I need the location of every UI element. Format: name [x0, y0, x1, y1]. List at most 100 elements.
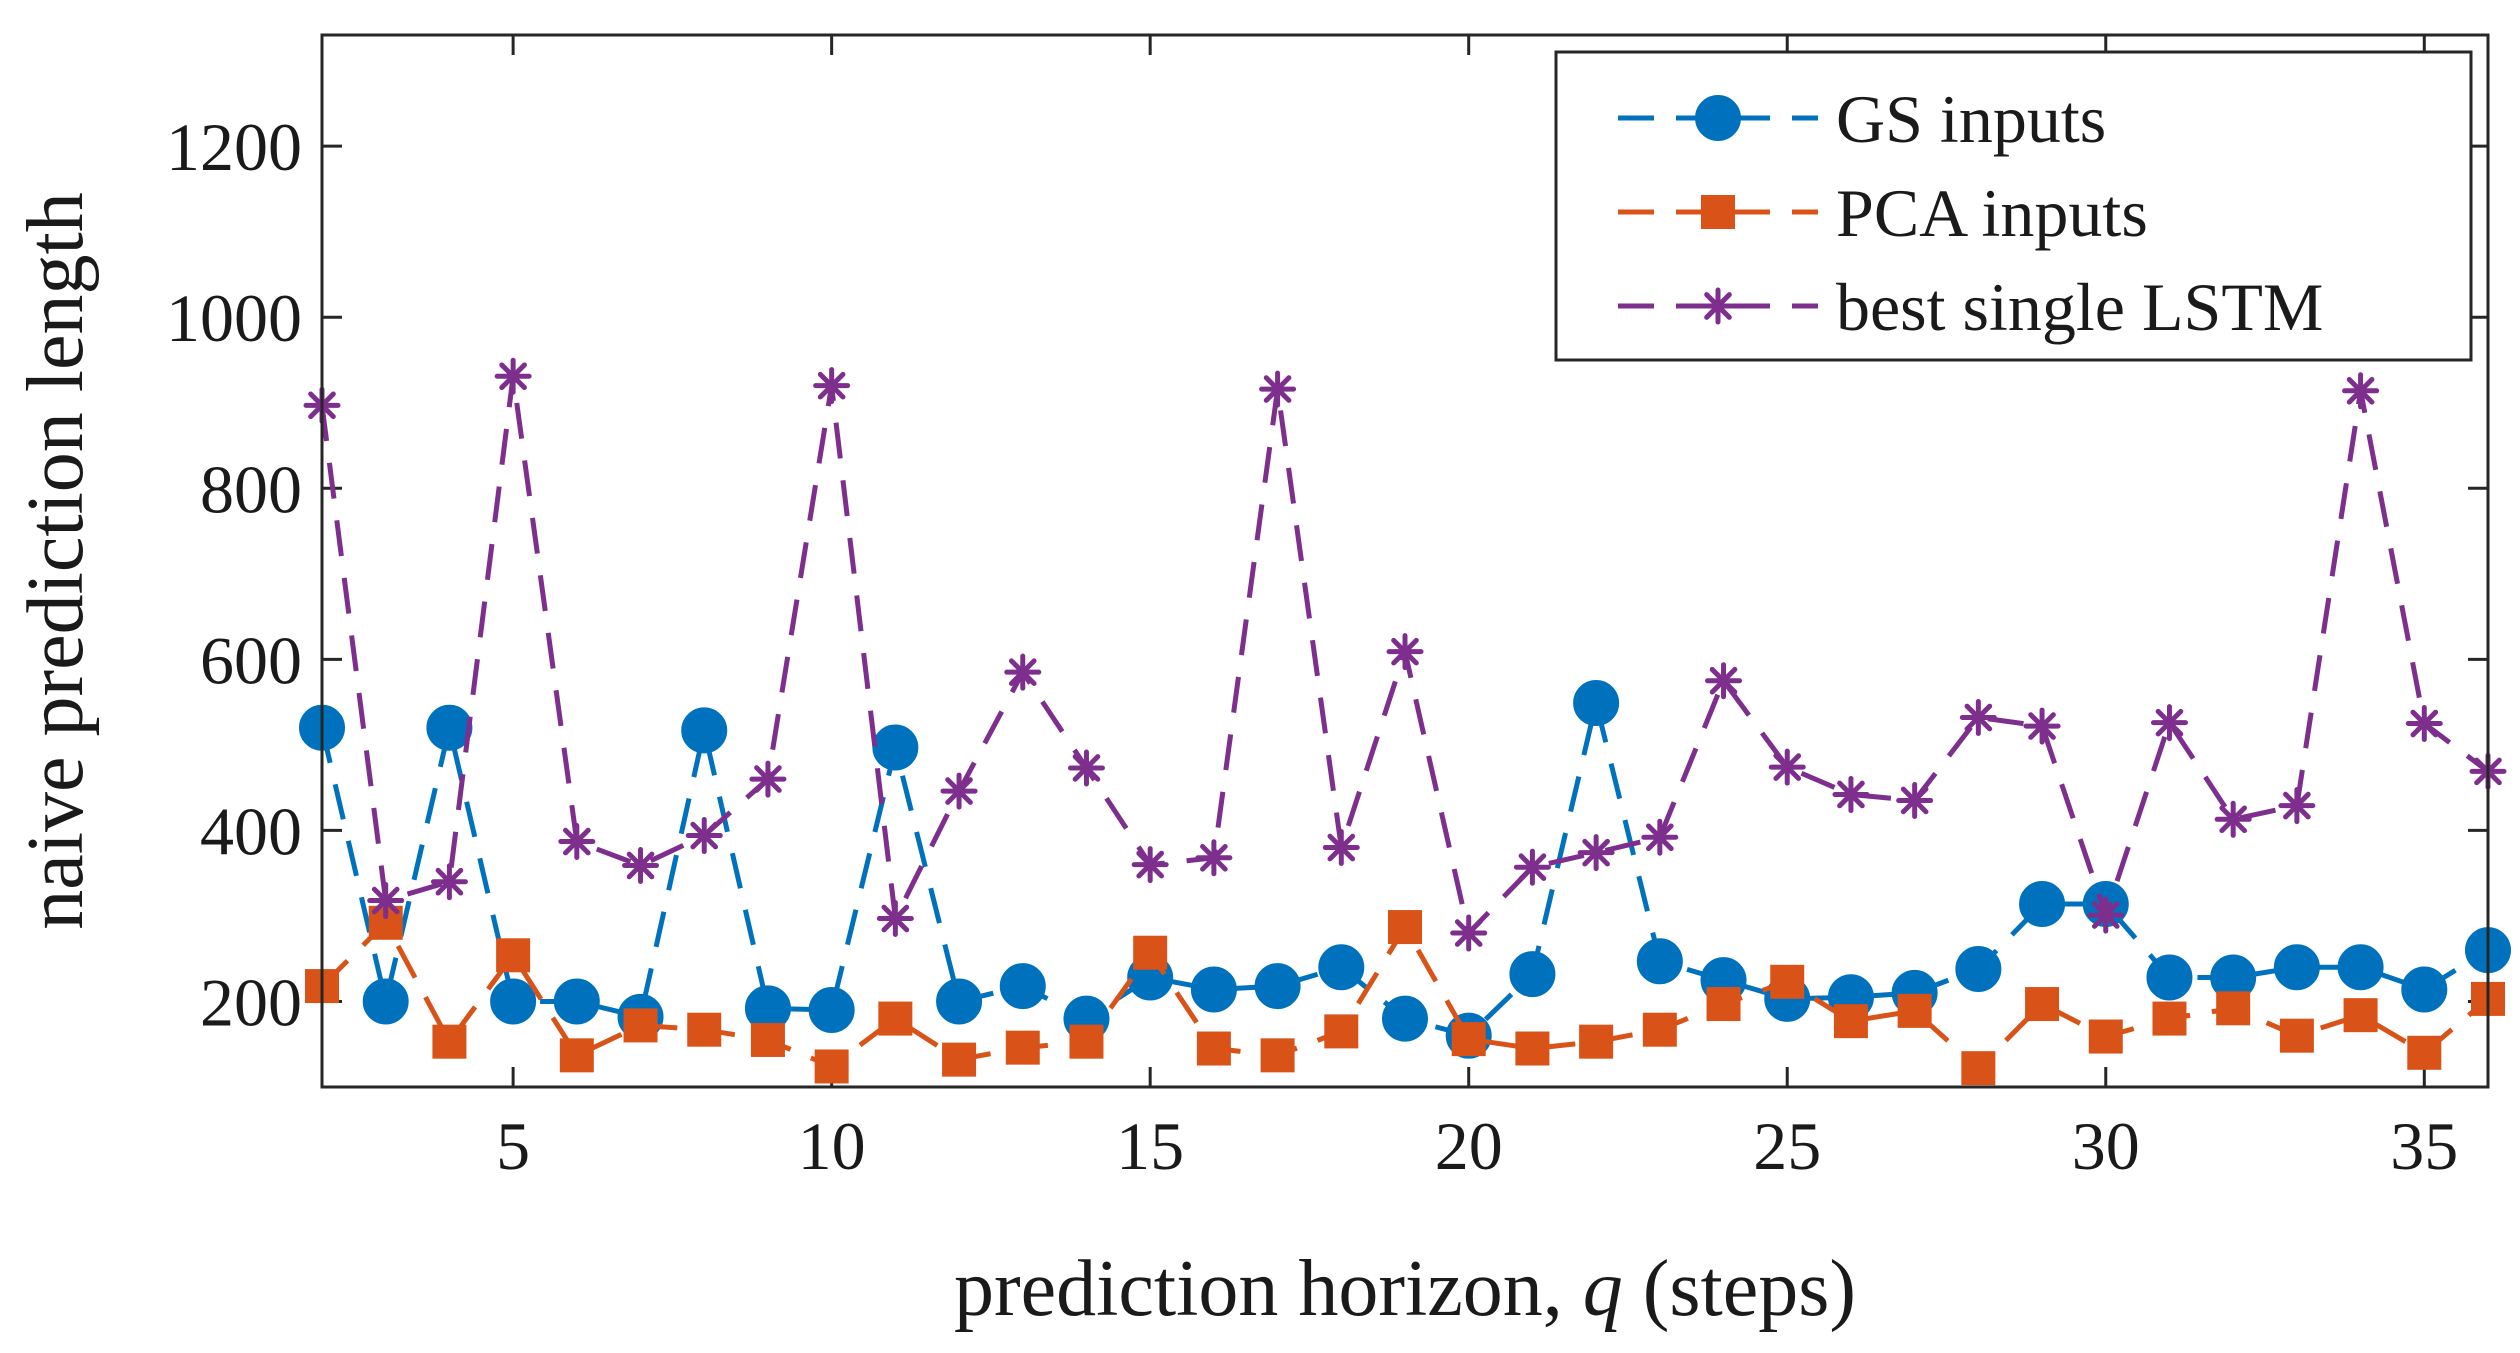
best-single-lstm-point [1577, 834, 1615, 872]
best-single-lstm-point [1513, 848, 1551, 886]
gs-inputs-point [936, 978, 983, 1025]
pca-inputs-point [1388, 910, 1422, 945]
pca-inputs-point [814, 1049, 849, 1084]
pca-inputs-point [1897, 993, 1932, 1028]
best-single-lstm-point [749, 760, 787, 798]
best-single-lstm-point [1259, 370, 1297, 408]
best-single-lstm-point [367, 882, 405, 920]
pca-inputs-point [2216, 991, 2251, 1026]
pca-inputs-point [2088, 1019, 2123, 1054]
pca-inputs-point [687, 1012, 722, 1047]
gs-inputs-point [1190, 966, 1237, 1013]
best-single-lstm-point [622, 846, 660, 884]
x-tick-label: 25 [1753, 1108, 1821, 1184]
best-single-lstm-point [940, 772, 978, 810]
best-single-lstm-point [1386, 633, 1424, 671]
gs-inputs-point [2273, 944, 2320, 991]
gs-inputs-point [553, 978, 600, 1025]
pca-inputs-point [432, 1024, 467, 1059]
gs-inputs-point [1636, 938, 1683, 985]
x-tick-label: 10 [798, 1108, 866, 1184]
best-single-lstm-point [1896, 781, 1934, 819]
y-tick-label: 200 [200, 964, 302, 1040]
pca-inputs-point [1770, 964, 1805, 999]
gs-inputs-point [426, 704, 473, 751]
best-single-lstm-point [1768, 748, 1806, 786]
gs-inputs-point [1573, 679, 1620, 726]
y-axis-label: naive prediction length [12, 192, 100, 930]
pca-inputs-point [1833, 1004, 1868, 1039]
legend-entry-gs-inputs: GS inputs [1618, 81, 2106, 157]
best-single-lstm-point [1322, 829, 1360, 867]
best-single-lstm-point [1195, 839, 1233, 877]
best-single-lstm-point [558, 823, 596, 861]
legend-pca-inputs-point [1701, 195, 1735, 229]
pca-inputs-point [1133, 935, 1168, 970]
pca-inputs-point [1579, 1024, 1614, 1059]
best-single-lstm-point [1004, 653, 1042, 691]
best-single-lstm-point [1959, 699, 1997, 737]
y-tick-label: 400 [200, 793, 302, 869]
gs-inputs-point [2146, 954, 2193, 1001]
pca-inputs-point [1706, 987, 1741, 1022]
gs-inputs-point [490, 978, 537, 1025]
pca-inputs-point [1451, 1022, 1486, 1057]
gs-inputs-point [872, 724, 919, 771]
y-tick-label: 800 [200, 451, 302, 527]
x-axis-label: prediction horizon, q (steps) [954, 1245, 1856, 1333]
pca-inputs-point [1515, 1031, 1550, 1066]
best-single-lstm-point [430, 863, 468, 901]
gs-inputs-point [999, 963, 1046, 1010]
best-single-lstm-point [1131, 846, 1169, 884]
legend-label: best single LSTM [1836, 269, 2323, 345]
best-single-lstm-point [494, 357, 532, 395]
best-single-lstm-point [1832, 775, 1870, 813]
gs-inputs-point [2337, 944, 2384, 991]
best-single-lstm-point [2278, 787, 2316, 825]
best-single-lstm-point [813, 367, 851, 405]
best-single-lstm-point [1641, 818, 1679, 856]
legend-best-single-lstm-point [1699, 287, 1737, 325]
x-tick-label: 35 [2390, 1108, 2458, 1184]
gs-inputs-point [1955, 945, 2002, 992]
x-tick-label: 20 [1435, 1108, 1503, 1184]
pca-inputs-point [1260, 1038, 1295, 1073]
gs-inputs-point [362, 978, 409, 1025]
y-tick-label: 600 [200, 622, 302, 698]
best-single-lstm-point [876, 900, 914, 938]
x-tick-label: 15 [1116, 1108, 1184, 1184]
best-single-lstm-point [2150, 704, 2188, 742]
pca-inputs-point [559, 1038, 594, 1073]
pca-inputs-point [623, 1008, 658, 1043]
x-axis-label-units: (steps) [1623, 1245, 1856, 1333]
plot-frame [320, 33, 2490, 1089]
pca-inputs-point [1642, 1012, 1677, 1047]
y-tick-label: 1000 [166, 280, 302, 356]
gs-inputs-point [1254, 963, 1301, 1010]
x-tick-label: 5 [496, 1108, 530, 1184]
pca-inputs-point [1069, 1024, 1104, 1059]
best-single-lstm-point [685, 817, 723, 855]
pca-inputs-point [2025, 987, 2060, 1022]
pca-inputs-point [2152, 1001, 2187, 1036]
pca-inputs-point [750, 1022, 785, 1057]
pca-inputs-point [1961, 1051, 1996, 1086]
pca-inputs-point [1324, 1014, 1359, 1049]
pca-inputs-point [878, 1001, 913, 1036]
pca-inputs-point [942, 1042, 977, 1077]
best-single-lstm-point [2087, 896, 2125, 934]
legend: GS inputs PCA inputs best single LSTM [1554, 50, 2473, 362]
gs-inputs-point [1318, 944, 1365, 991]
legend-label: GS inputs [1836, 81, 2106, 157]
legend-gs-inputs-point [1695, 95, 1741, 141]
pca-inputs-point [1196, 1031, 1231, 1066]
legend-entry-best-single-lstm: best single LSTM [1618, 269, 2323, 345]
series-layer [299, 357, 2511, 1086]
best-single-lstm-point [2214, 800, 2252, 838]
best-single-lstm-point [1450, 914, 1488, 952]
x-axis-label-text: prediction horizon, [954, 1245, 1583, 1333]
x-tick-label: 30 [2072, 1108, 2140, 1184]
pca-inputs-point [2279, 1018, 2314, 1053]
best-single-lstm-point [1705, 662, 1743, 700]
